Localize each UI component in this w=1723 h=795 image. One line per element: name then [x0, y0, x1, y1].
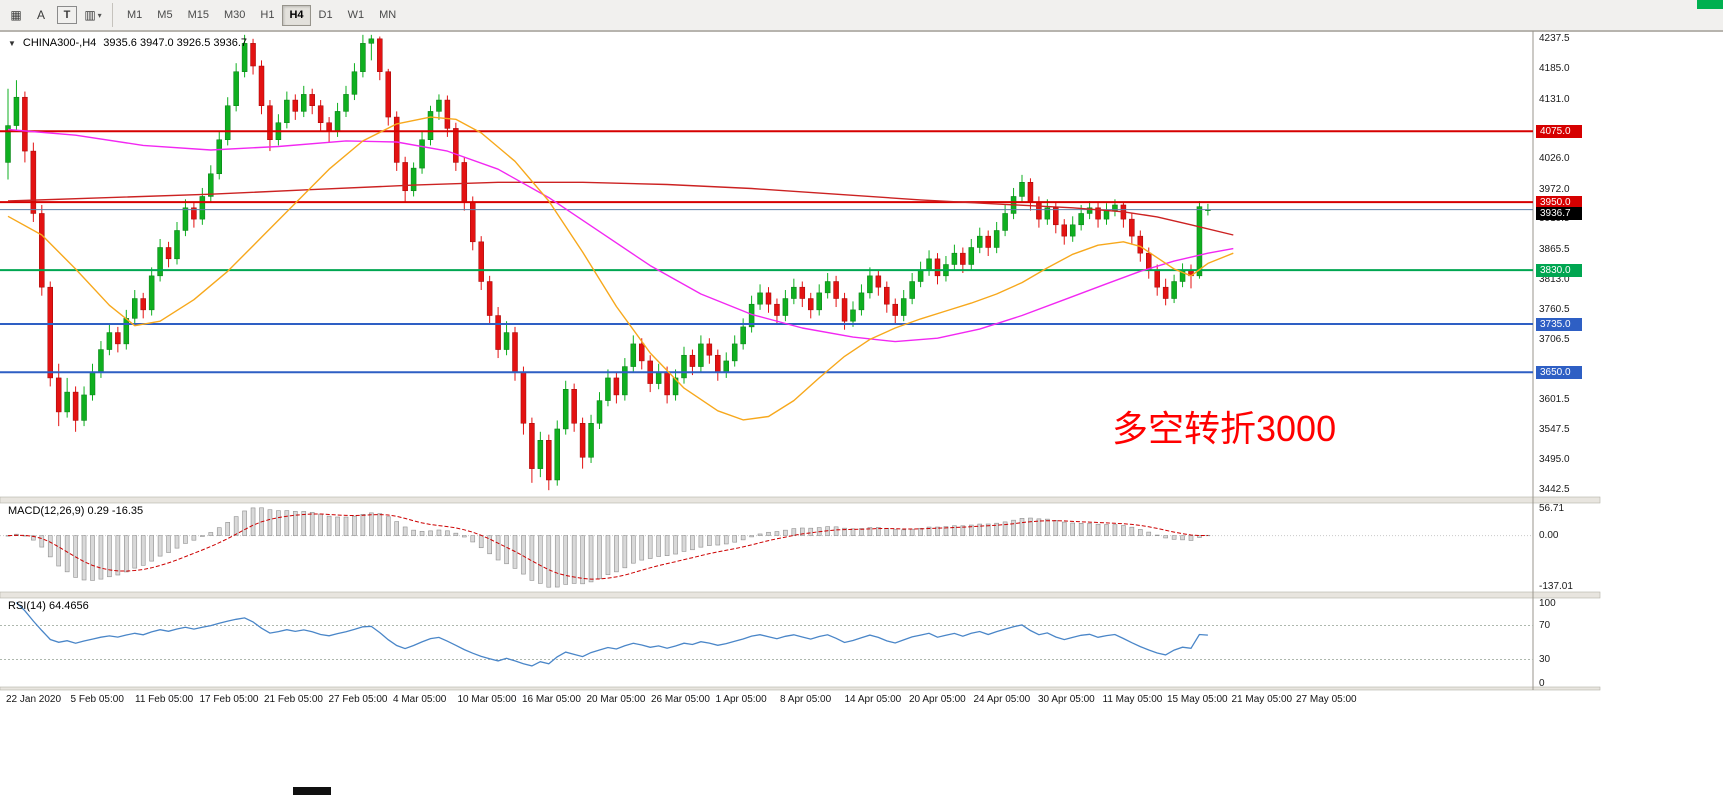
- candlesticks: [5, 34, 1211, 491]
- drawing-tools-icon[interactable]: ▥ ▾: [84, 8, 102, 22]
- time-axis-label[interactable]: 15 May 05:00: [1167, 694, 1228, 705]
- price-level-badge: 3650.0: [1536, 365, 1582, 379]
- macd-indicator-label: MACD(12,26,9) 0.29 -16.35: [8, 505, 144, 517]
- price-axis-tick: 3601.5: [1539, 393, 1570, 405]
- price-level-badge: 3735.0: [1536, 317, 1582, 331]
- time-axis-label[interactable]: 17 Feb 05:00: [199, 694, 259, 705]
- taskbar-fragment: [293, 787, 331, 795]
- timeframe-d1-button[interactable]: D1: [318, 9, 333, 21]
- ma-slow-red: [7, 181, 1234, 236]
- time-axis-label[interactable]: 21 May 05:00: [1231, 694, 1293, 705]
- time-axis-label[interactable]: 16 Mar 05:00: [522, 694, 581, 705]
- time-axis-label[interactable]: 4 Mar 05:00: [393, 694, 447, 705]
- window-corner-accent: [1697, 0, 1723, 9]
- timeframe-m1-button[interactable]: M1: [127, 9, 143, 21]
- price-axis-tick: 4185.0: [1539, 62, 1570, 74]
- timeframe-w1-button[interactable]: W1: [347, 9, 365, 21]
- macd-axis-max: 56.71: [1539, 503, 1565, 514]
- symbol-period-label: CHINA300-,H4: [22, 37, 97, 49]
- annotation-text-tool-icon[interactable]: A: [36, 8, 45, 22]
- toolbar: ▦ A T ▥ ▾ M1 M5 M15 M30 H1 H4 D1 W1 MN: [0, 0, 1723, 31]
- rsi-indicator-label: RSI(14) 64.4656: [8, 600, 89, 612]
- collapse-arrow-icon[interactable]: ▼: [8, 38, 16, 48]
- moving-averages: [7, 116, 1234, 421]
- rsi-axis-70: 70: [1539, 619, 1551, 631]
- price-level-badge: 3830.0: [1536, 263, 1582, 277]
- price-axis-tick: 3813.0: [1539, 273, 1570, 285]
- price-level-badge: 4075.0: [1536, 124, 1582, 138]
- timeframe-m30-button[interactable]: M30: [223, 9, 246, 21]
- timeframe-m15-button[interactable]: M15: [187, 9, 209, 21]
- price-axis-tick: 3972.0: [1539, 183, 1570, 195]
- time-axis-label[interactable]: 10 Mar 05:00: [457, 694, 517, 705]
- rsi-line: [15, 602, 1208, 667]
- price-axis-tick: 3442.5: [1539, 483, 1570, 495]
- panel-separator[interactable]: [0, 591, 1601, 599]
- time-axis-label[interactable]: 11 May 05:00: [1102, 694, 1163, 705]
- toolbar-separator: [112, 3, 113, 27]
- timeframe-m5-button[interactable]: M5: [157, 9, 173, 21]
- macd-axis-min: -137.01: [1539, 581, 1573, 592]
- time-axis-label[interactable]: 27 May 05:00: [1296, 694, 1357, 705]
- time-axis-label[interactable]: 22 Jan 2020: [6, 694, 62, 705]
- window-grid-icon[interactable]: ▦: [10, 8, 22, 22]
- time-axis-label[interactable]: 11 Feb 05:00: [135, 694, 194, 705]
- panel-separator[interactable]: [0, 686, 1601, 691]
- price-axis-tick: 3760.5: [1539, 303, 1570, 315]
- time-axis-label[interactable]: 24 Apr 05:00: [973, 694, 1031, 705]
- time-axis-label[interactable]: 14 Apr 05:00: [844, 694, 902, 705]
- time-axis-label[interactable]: 5 Feb 05:00: [70, 694, 124, 705]
- price-axis-tick: 4026.0: [1539, 153, 1570, 164]
- timeframe-mn-button[interactable]: MN: [379, 9, 397, 21]
- macd-axis-zero: 0.00: [1539, 529, 1559, 541]
- price-axis-tick: 3547.5: [1539, 424, 1570, 436]
- time-axis-label[interactable]: 26 Mar 05:00: [651, 694, 710, 705]
- price-axis-tick: 3706.5: [1539, 334, 1570, 346]
- rsi-axis-0: 0: [1539, 678, 1545, 689]
- timeframe-h1-button[interactable]: H1: [260, 9, 275, 21]
- rsi-axis-100: 100: [1539, 598, 1556, 609]
- chart-title: ▼ CHINA300-,H4 3935.6 3947.0 3926.5 3936…: [8, 37, 247, 49]
- price-axis-tick: 3495.0: [1539, 454, 1570, 466]
- time-axis-label[interactable]: 21 Feb 05:00: [264, 694, 323, 705]
- price-axis-tick: 4131.0: [1539, 93, 1570, 105]
- current-price-badge: 3936.7: [1536, 207, 1582, 221]
- panel-separator[interactable]: [0, 496, 1601, 504]
- time-axis-label[interactable]: 20 Mar 05:00: [586, 694, 646, 705]
- chart-annotation-text: 多空转折3000: [1112, 408, 1337, 449]
- chevron-down-icon: ▾: [97, 10, 102, 20]
- text-label-tool-icon[interactable]: T: [57, 6, 77, 24]
- macd-histogram: [5, 507, 1211, 588]
- time-axis-label[interactable]: 27 Feb 05:00: [328, 694, 388, 705]
- price-level-badge: 3950.0: [1536, 195, 1582, 209]
- ma-fast-orange: [7, 116, 1234, 421]
- ohlc-values: 3935.6 3947.0 3926.5 3936.7: [103, 37, 248, 49]
- ma-medium-magenta: [7, 128, 1234, 343]
- level-lines[interactable]: [0, 130, 1533, 374]
- timeframe-h4-button[interactable]: H4: [282, 4, 311, 26]
- time-axis-label[interactable]: 8 Apr 05:00: [780, 694, 832, 705]
- price-axis-tick: 3865.5: [1539, 244, 1570, 255]
- time-axis-label[interactable]: 30 Apr 05:00: [1038, 694, 1095, 705]
- time-axis-label[interactable]: 20 Apr 05:00: [909, 694, 966, 705]
- rsi-axis-30: 30: [1539, 653, 1551, 665]
- macd-signal-line: [7, 513, 1208, 580]
- price-axis-tick: 4237.5: [1539, 33, 1570, 45]
- time-axis-label[interactable]: 1 Apr 05:00: [715, 694, 767, 705]
